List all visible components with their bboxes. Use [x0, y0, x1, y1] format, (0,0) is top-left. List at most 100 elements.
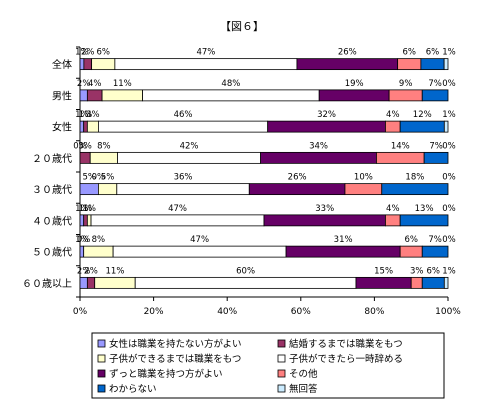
data-label: 0%: [442, 141, 456, 151]
bar-segment: [423, 151, 449, 164]
data-label: 2%: [77, 266, 91, 276]
bar-segment: [443, 120, 449, 133]
data-label: 3%: [410, 266, 424, 276]
bar-segment: [83, 58, 93, 71]
x-tick-label: 60%: [291, 307, 311, 317]
bar-segment: [79, 183, 99, 196]
category-label: ２０歳代: [32, 153, 72, 165]
bar-segment: [376, 151, 425, 164]
data-label: 5%: [101, 173, 115, 183]
bar-segment: [134, 276, 357, 289]
data-label: 11%: [113, 79, 132, 89]
data-label: 47%: [190, 235, 209, 245]
legend-label: ずっと職業を持つ方がよい: [109, 368, 223, 380]
bar-segment: [90, 214, 265, 227]
legend-swatch: [97, 354, 106, 363]
data-label: 6%: [427, 266, 441, 276]
bar-segment: [318, 89, 390, 102]
data-label: 6%: [403, 48, 417, 58]
bar-segment: [86, 276, 96, 289]
data-label: 26%: [338, 48, 357, 58]
bar-segment: [101, 89, 143, 102]
data-label: 1%: [442, 266, 456, 276]
bar-segment: [91, 58, 116, 71]
data-label: 0%: [442, 204, 456, 214]
data-label: 1%: [75, 110, 89, 120]
data-label: 1%: [75, 235, 89, 245]
data-label: 1%: [75, 48, 89, 58]
bar-segment: [410, 276, 423, 289]
bar-segment: [420, 58, 445, 71]
legend-label: 無回答: [289, 383, 318, 395]
legend-swatch: [277, 339, 286, 348]
bar-segment: [285, 245, 401, 258]
category-label: ５０歳代: [32, 247, 72, 259]
bar-segment: [86, 89, 103, 102]
data-label: 6%: [96, 48, 110, 58]
data-label: 12%: [413, 110, 432, 120]
category-label: ４０歳代: [32, 215, 72, 227]
legend: 女性は職業を持たない方がよい 結婚するまでは職業をもつ子供ができるまでは職業をもつ…: [91, 332, 445, 399]
data-label: 18%: [405, 173, 424, 183]
data-label: 8%: [97, 141, 111, 151]
data-label: 1%: [79, 204, 93, 214]
plot-area: 0% 20% 40% 60% 80% 100%全体1%2% 6% 47% 26% 6% 6% 1%男性…: [22, 46, 461, 317]
legend-label: 子供ができたら一時辞める: [289, 353, 403, 365]
data-label: 5%: [82, 173, 96, 183]
bar-segment: [94, 276, 136, 289]
bar-segment: [443, 276, 449, 289]
bar-segment: [79, 276, 88, 289]
bar-segment: [117, 151, 261, 164]
bar-segment: [443, 58, 449, 71]
x-tick-label: 40%: [217, 307, 237, 317]
data-label: 15%: [374, 266, 393, 276]
category-label: ６０歳以上: [22, 278, 72, 290]
data-label: 26%: [288, 173, 307, 183]
data-label: 1%: [75, 204, 89, 214]
bar-segment: [79, 58, 85, 71]
legend-label: 子供ができるまでは職業をもつ: [109, 353, 241, 365]
data-label: 19%: [345, 79, 364, 89]
bar-segment: [296, 58, 399, 71]
legend-swatch: [97, 384, 106, 393]
data-label: 11%: [106, 266, 125, 276]
category-label: 女性: [52, 121, 72, 134]
bar-segment: [397, 58, 422, 71]
bar-segment: [344, 183, 383, 196]
legend-label: わからない: [109, 384, 157, 395]
legend-swatch: [277, 354, 286, 363]
data-label: 32%: [317, 110, 336, 120]
bar-segment: [114, 58, 298, 71]
data-label: 8%: [92, 235, 106, 245]
data-label: 33%: [315, 204, 334, 214]
data-label: 6%: [426, 48, 440, 58]
data-label: 2%: [77, 79, 91, 89]
bar-segment: [98, 183, 118, 196]
bar-segment: [260, 151, 377, 164]
bar-segment: [112, 245, 287, 258]
bar-segment: [79, 151, 91, 164]
x-tick-label: 100%: [435, 307, 461, 317]
data-label: 9%: [399, 79, 413, 89]
data-label: 1%: [82, 204, 96, 214]
bar-segment: [388, 89, 423, 102]
data-label: 42%: [180, 141, 199, 151]
bar-segment: [79, 245, 85, 258]
data-label: 14%: [391, 141, 410, 151]
data-label: 4%: [88, 79, 102, 89]
data-label: 4%: [386, 110, 400, 120]
legend-label: その他: [289, 368, 318, 380]
category-label: 男性: [52, 89, 72, 102]
bar-segment: [263, 214, 386, 227]
data-label: 0%: [77, 235, 91, 245]
bar-segment: [86, 214, 92, 227]
bar-segment: [355, 276, 412, 289]
bar-segment: [385, 120, 401, 133]
data-label: 7%: [428, 235, 442, 245]
bar-segment: [381, 183, 449, 196]
data-label: 4%: [386, 204, 400, 214]
data-label: 10%: [354, 173, 373, 183]
bar-segment: [83, 245, 114, 258]
legend-box: [91, 332, 445, 399]
bar-segment: [79, 120, 85, 133]
